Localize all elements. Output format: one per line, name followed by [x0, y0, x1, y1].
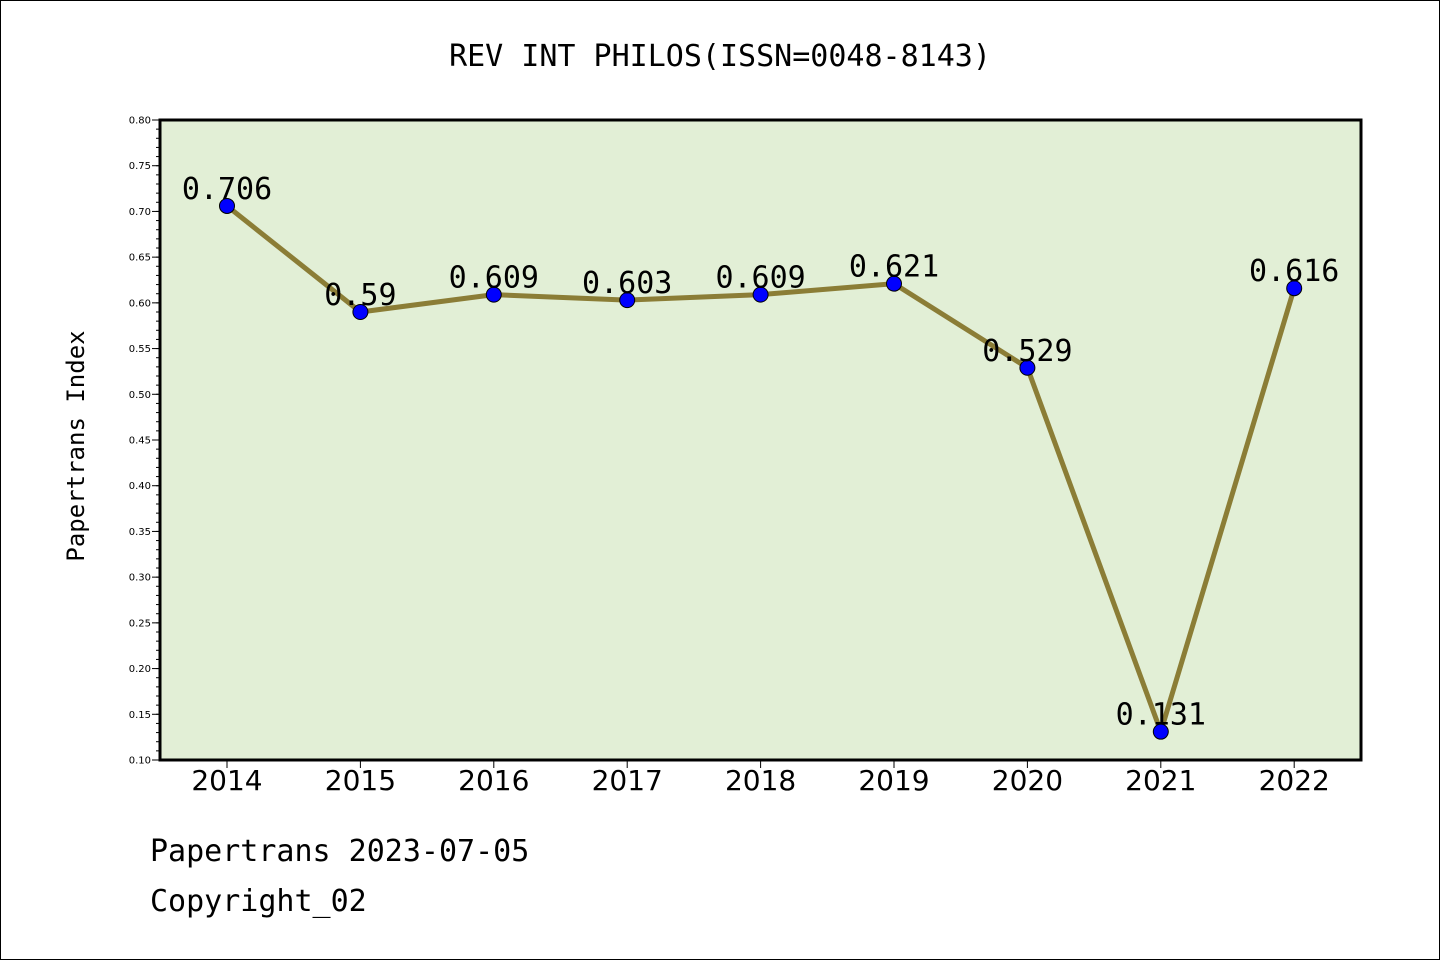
series-line-segment: [758, 281, 897, 298]
series-line-segment: [1024, 365, 1164, 735]
series-points: [219, 197, 1303, 740]
x-tick-label: 2018: [725, 764, 796, 797]
y-axis-label: Papertrans Index: [62, 330, 90, 561]
y-tick-label: 0.75: [129, 161, 151, 172]
series-line-segment: [624, 292, 764, 303]
y-tick-label: 0.10: [129, 756, 151, 767]
series-line-segment: [1158, 285, 1297, 735]
x-tick-label: 2016: [458, 764, 529, 797]
data-point: [886, 275, 902, 292]
y-tick-label: 0.25: [129, 618, 151, 629]
data-label: 0.131: [1116, 698, 1206, 733]
data-point: [1152, 723, 1169, 740]
data-label: 0.616: [1249, 254, 1339, 289]
footer-source: Papertrans 2023-07-05: [150, 834, 530, 869]
data-labels: 0.706 0.59 0.609 0.603 0.609 0.621 0.529 0.131 0…: [182, 172, 1340, 733]
y-tick-label: 0.20: [129, 664, 151, 675]
footer-copyright: Copyright_02: [150, 884, 367, 919]
data-label: 0.609: [449, 261, 539, 296]
x-tick-label: 2022: [1259, 764, 1330, 797]
data-point: [352, 304, 369, 320]
data-label: 0.59: [324, 278, 396, 313]
x-tick-label: 2019: [858, 764, 929, 797]
x-tick-label: 2021: [1125, 764, 1196, 797]
x-tick-label: 2020: [992, 764, 1063, 797]
plot-area: [158, 118, 1363, 762]
x-tick-label: 2014: [191, 764, 262, 797]
y-tick-label: 0.55: [129, 344, 151, 355]
x-axis: 2014 2015 2016 2017 2018 2019 2020 2021 2022: [191, 760, 1330, 797]
y-axis: 0.10 0.15 0.20 0.25 0.30 0.35 0.40 0.45 0.50 0.55…: [129, 116, 160, 767]
y-tick-label: 0.15: [129, 710, 151, 721]
data-point: [619, 292, 636, 309]
y-tick-label: 0.35: [129, 527, 151, 538]
y-tick-label: 0.40: [129, 481, 151, 492]
series-line-segment: [491, 292, 630, 303]
data-label: 0.621: [849, 250, 939, 285]
y-tick-label: 0.65: [129, 253, 151, 264]
y-tick-label: 0.70: [129, 207, 151, 218]
x-tick-label: 2017: [592, 764, 663, 797]
data-point: [1286, 280, 1303, 297]
chart-title: REV INT PHILOS(ISSN=0048-8143): [449, 39, 991, 74]
y-tick-label: 0.60: [129, 298, 151, 309]
data-label: 0.609: [715, 261, 805, 296]
y-tick-label: 0.80: [129, 116, 151, 127]
data-label: 0.603: [582, 266, 672, 301]
series-line-segment: [224, 203, 363, 315]
y-tick-label: 0.50: [129, 390, 151, 401]
y-tick-label: 0.30: [129, 573, 151, 584]
x-tick-label: 2015: [325, 764, 396, 797]
data-point: [485, 286, 502, 303]
series-lines: [224, 203, 1297, 735]
data-point: [1019, 359, 1036, 376]
data-label: 0.706: [182, 172, 272, 207]
series-line-segment: [891, 281, 1030, 371]
data-point: [219, 197, 235, 214]
data-point: [752, 286, 769, 303]
y-tick-label: 0.45: [129, 436, 151, 447]
series-line-segment: [357, 292, 497, 315]
data-label: 0.529: [982, 334, 1072, 369]
